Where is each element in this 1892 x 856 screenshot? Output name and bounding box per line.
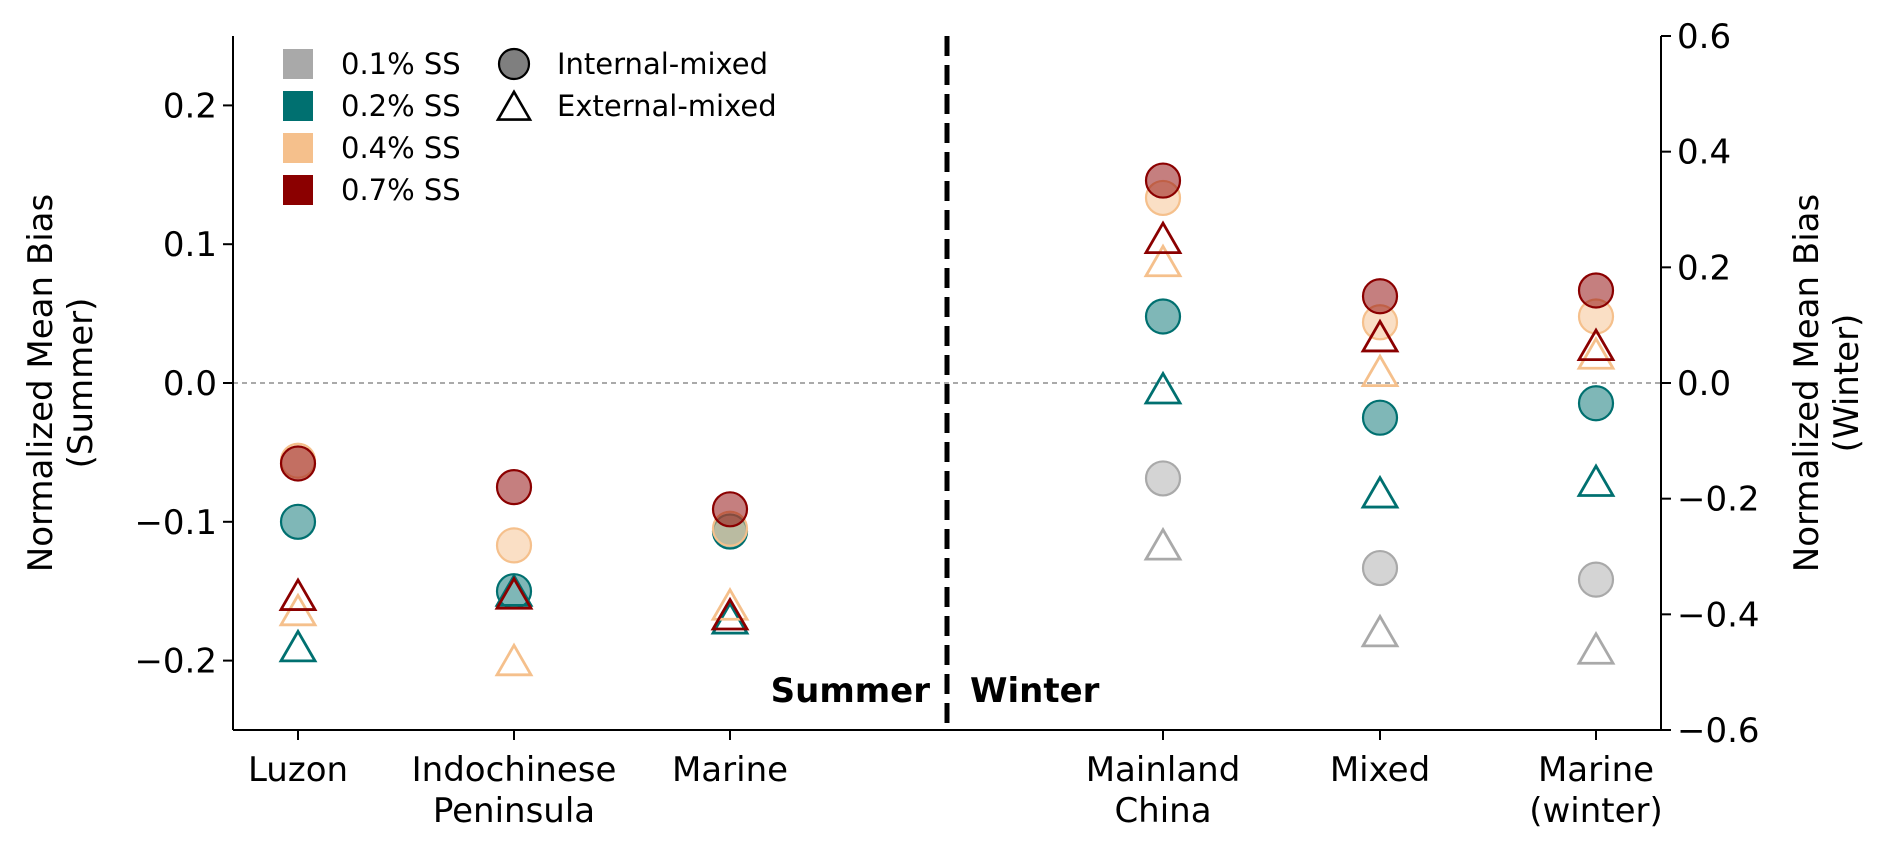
winter-internal-circle-07SS-0 xyxy=(1144,162,1182,199)
legend-swatch-01SS xyxy=(283,49,313,79)
winter-external-triangle-07SS-0 xyxy=(1143,220,1183,255)
category-label-line: Peninsula xyxy=(433,791,595,831)
category-label-line: China xyxy=(1114,791,1211,831)
summer-season-label: Summer xyxy=(771,671,931,711)
legend-label-07SS: 0.7% SS xyxy=(341,173,461,207)
left-axis-title: Normalized Mean Bias(Summer) xyxy=(21,194,101,572)
legend-swatch-07SS xyxy=(283,175,313,205)
right-axis-title: Normalized Mean Bias(Winter) xyxy=(1787,194,1867,572)
summer-internal-circle-07SS-0 xyxy=(279,445,317,482)
legend-swatch-02SS xyxy=(283,91,313,121)
left-tick-label: 0.0 xyxy=(163,364,217,404)
winter-external-triangle-02SS-2 xyxy=(1576,463,1616,497)
winter-external-triangle-01SS-2 xyxy=(1576,630,1616,665)
axis-title-line: (Summer) xyxy=(61,298,101,469)
summer-category-label: Luzon xyxy=(248,750,348,790)
summer-external-triangle-04SS-2 xyxy=(710,587,750,621)
category-label-line: Indochinese xyxy=(412,750,617,790)
left-tick-label: 0.1 xyxy=(163,225,217,265)
right-tick-label: 0.0 xyxy=(1677,364,1731,404)
winter-internal-circle-02SS-1 xyxy=(1361,399,1399,436)
category-label-line: Mainland xyxy=(1086,750,1241,790)
winter-external-triangle-04SS-0 xyxy=(1143,243,1183,278)
winter-external-triangle-07SS-1 xyxy=(1360,318,1400,353)
legend: 0.1% SS 0.2% SS 0.4% SS 0.7% SS Internal-mix… xyxy=(283,47,777,207)
category-label-line: Mixed xyxy=(1330,750,1430,790)
right-tick-label: −0.2 xyxy=(1677,480,1760,520)
summer-external-triangle-07SS-2 xyxy=(710,596,750,631)
winter-external-triangle-02SS-0 xyxy=(1143,370,1183,405)
right-tick-label: −0.4 xyxy=(1677,595,1760,635)
right-tick-label: −0.6 xyxy=(1677,711,1760,751)
summer-internal-circle-07SS-2 xyxy=(711,491,749,528)
legend-label-internal-mixed: Internal-mixed xyxy=(557,47,768,81)
summer-external-triangle-07SS-0 xyxy=(278,577,318,611)
data-points xyxy=(278,162,1616,677)
axis-ticks: −0.2 −0.1 0.0 0.1 0.2 −0.6 −0.4 −0.2 0.0 0.2 0.4 0.… xyxy=(134,17,1759,751)
summer-internal-circle-04SS-1 xyxy=(495,527,533,564)
left-tick-label: 0.2 xyxy=(163,86,217,126)
legend-external-triangle-marker xyxy=(495,89,533,121)
summer-category-label: Indochinese Peninsula xyxy=(412,750,617,831)
winter-internal-circle-01SS-0 xyxy=(1144,460,1182,497)
winter-internal-circle-01SS-1 xyxy=(1361,549,1399,587)
summer-internal-circle-07SS-1 xyxy=(495,469,533,506)
right-tick-label: 0.2 xyxy=(1677,248,1731,288)
summer-external-triangle-07SS-1 xyxy=(494,575,534,610)
category-label-line: Luzon xyxy=(248,750,348,790)
winter-category-label: Mixed xyxy=(1330,750,1430,790)
axis-title-line: (Winter) xyxy=(1827,314,1867,453)
winter-internal-circle-07SS-2 xyxy=(1577,272,1615,309)
summer-external-triangle-02SS-0 xyxy=(278,628,318,663)
axis-title-line: Normalized Mean Bias xyxy=(21,194,61,572)
winter-internal-circle-01SS-2 xyxy=(1577,561,1615,598)
legend-label-02SS: 0.2% SS xyxy=(341,89,461,123)
winter-external-triangle-02SS-1 xyxy=(1360,474,1400,509)
season-labels: Summer Winter xyxy=(771,671,1100,711)
winter-internal-circle-02SS-2 xyxy=(1577,385,1615,422)
axis-title-line: Normalized Mean Bias xyxy=(1787,194,1827,572)
summer-category-label: Marine xyxy=(672,750,788,790)
category-label-line: Marine xyxy=(1538,750,1654,790)
legend-label-external-mixed: External-mixed xyxy=(557,89,777,123)
category-label-line: Marine xyxy=(672,750,788,790)
legend-swatch-04SS xyxy=(283,133,313,163)
winter-external-triangle-01SS-0 xyxy=(1143,526,1183,561)
left-tick-label: −0.1 xyxy=(134,503,217,543)
legend-internal-circle-marker xyxy=(497,47,531,81)
winter-internal-circle-02SS-0 xyxy=(1144,298,1182,335)
summer-internal-circle-02SS-0 xyxy=(279,503,317,540)
winter-external-triangle-04SS-2 xyxy=(1576,336,1616,370)
right-tick-label: 0.4 xyxy=(1677,133,1731,173)
plot-area xyxy=(233,36,1661,730)
winter-external-triangle-01SS-1 xyxy=(1360,613,1400,648)
axis-titles: Normalized Mean Bias(Summer) Normalized M… xyxy=(21,194,1867,572)
category-label-line: (winter) xyxy=(1529,791,1663,831)
category-labels: Luzon Indochinese Peninsula Marine Mainland C… xyxy=(248,750,1663,831)
legend-label-04SS: 0.4% SS xyxy=(341,131,461,165)
winter-season-label: Winter xyxy=(970,671,1100,711)
right-tick-label: 0.6 xyxy=(1677,17,1731,57)
winter-external-triangle-04SS-1 xyxy=(1360,353,1400,388)
winter-category-label: Mainland China xyxy=(1086,750,1241,831)
legend-label-01SS: 0.1% SS xyxy=(341,47,461,81)
summer-external-triangle-04SS-1 xyxy=(494,642,534,677)
winter-external-triangle-07SS-2 xyxy=(1576,327,1616,361)
winter-category-label: Marine (winter) xyxy=(1529,750,1663,831)
winter-internal-circle-07SS-1 xyxy=(1361,278,1399,315)
left-tick-label: −0.2 xyxy=(134,642,217,682)
